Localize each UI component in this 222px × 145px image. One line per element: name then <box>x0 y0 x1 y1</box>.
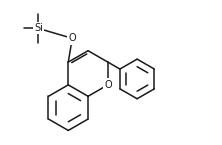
Text: O: O <box>104 80 112 90</box>
Text: Si: Si <box>34 23 43 33</box>
Text: O: O <box>68 33 76 43</box>
